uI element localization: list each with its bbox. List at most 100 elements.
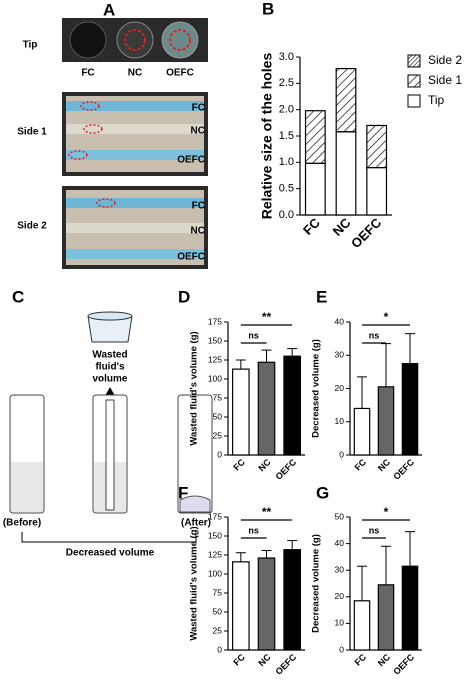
- y-tick-label: 0: [339, 449, 344, 459]
- legend-swatch: [407, 74, 421, 88]
- x-tick-label: OEFC: [274, 652, 299, 677]
- y-tick-label: 25: [213, 625, 223, 635]
- beaker-top: [87, 311, 133, 321]
- significance-label: ns: [248, 525, 259, 535]
- error-bar: [405, 333, 415, 364]
- y-tick-label: 0.0: [279, 209, 294, 221]
- y-axis-label: Wasted fluid's volume (g): [189, 331, 200, 445]
- legend-swatch: [407, 54, 421, 68]
- error-bar: [381, 545, 391, 585]
- y-tick-label: 50: [335, 511, 345, 521]
- panel-a: A Tip Side 1 Side 2 FC NC OEFC FC NC OEF…: [17, 0, 208, 269]
- chart-e: E Decreased volume (g) 0 10 20 30 40 FC NC OEFC ns…: [311, 287, 422, 482]
- bar-segment: [304, 110, 326, 164]
- photo-label: FC: [192, 103, 205, 114]
- x-tick-label: NC: [330, 215, 354, 239]
- y-tick-label: 125: [208, 549, 222, 559]
- tube: [66, 150, 204, 160]
- diagram-label: (Before): [3, 518, 41, 529]
- y-tick-label: 50: [213, 606, 223, 616]
- error-bar: [235, 359, 246, 370]
- y-tick-label: 10: [335, 618, 345, 628]
- y-axis-label: Decreased volume (g): [311, 534, 322, 633]
- significance-label: ns: [369, 330, 380, 340]
- y-tick-label: 100: [208, 373, 222, 383]
- hole-outline: [80, 101, 100, 111]
- y-tick-label: 2.5: [279, 77, 294, 89]
- arrow-head: [105, 387, 115, 396]
- bar: [353, 600, 371, 651]
- y-tick-label: 3.0: [279, 51, 294, 63]
- bracket: [21, 532, 197, 543]
- x-tick-label: FC: [353, 457, 369, 473]
- x-tick-label: OEFC: [274, 457, 299, 482]
- y-tick-label: 175: [208, 511, 222, 521]
- y-tick-label: 40: [335, 316, 345, 326]
- photo-label: NC: [191, 126, 205, 137]
- x-tick-label: NC: [256, 457, 273, 474]
- y-tick-label: 20: [335, 383, 345, 393]
- photo-tip-cap: [116, 21, 154, 59]
- x-tick-label: FC: [231, 652, 247, 668]
- hole-outline: [68, 150, 88, 160]
- bar: [232, 561, 250, 651]
- bar: [401, 565, 419, 651]
- tube: [66, 198, 204, 208]
- y-tick-label: 50: [213, 411, 223, 421]
- error-bar: [287, 348, 298, 357]
- y-tick-label: 0: [339, 644, 344, 654]
- hole-outline: [124, 29, 146, 51]
- bar: [283, 549, 301, 651]
- significance-label: **: [262, 310, 272, 324]
- y-tick-label: 150: [208, 335, 222, 345]
- x-tick-label: OEFC: [391, 652, 416, 677]
- row-label: Side 2: [17, 221, 47, 232]
- x-tick-label: FC: [300, 215, 323, 238]
- y-tick-label: 2.0: [279, 104, 294, 116]
- panel-letter: A: [103, 0, 115, 19]
- bar-segment: [335, 67, 357, 133]
- photo-label: NC: [128, 68, 142, 79]
- photo-label: NC: [191, 226, 205, 237]
- bar: [353, 407, 371, 456]
- x-tick-label: OEFC: [391, 457, 416, 482]
- significance-label: **: [262, 505, 272, 519]
- photo-label: FC: [192, 201, 205, 212]
- y-tick-label: 0: [217, 449, 222, 459]
- y-axis-label: Relative size of the holes: [259, 53, 275, 220]
- chart-g: G Decreased volume (g) 0 10 20 30 40 50 FC NC OEFC…: [311, 483, 422, 677]
- tube: [66, 249, 204, 259]
- significance-label: ns: [369, 525, 380, 535]
- bar-segment: [366, 124, 388, 169]
- bar: [232, 368, 250, 456]
- y-tick-label: 100: [208, 568, 222, 578]
- panel-letter: C: [12, 287, 24, 306]
- x-tick-label: OEFC: [348, 215, 385, 252]
- fluid: [11, 462, 43, 512]
- diagram-label: (After): [181, 518, 211, 529]
- error-bar: [261, 349, 272, 363]
- probe: [105, 399, 115, 511]
- error-bar: [261, 549, 272, 559]
- photo-label: FC: [81, 68, 94, 79]
- bar-segment: [366, 167, 388, 216]
- bar-segment: [335, 131, 357, 216]
- hole-outline: [83, 124, 103, 134]
- row-label: Tip: [23, 40, 38, 51]
- legend-label: Side 2: [428, 53, 462, 67]
- x-tick-label: NC: [376, 652, 393, 669]
- error-bar: [405, 531, 415, 567]
- photo-label: OEFC: [177, 252, 205, 263]
- photo-tip-cap: [69, 21, 107, 59]
- y-tick-label: 0.5: [279, 183, 294, 195]
- error-bar: [287, 540, 298, 550]
- y-tick-label: 1.5: [279, 130, 294, 142]
- diagram-label: fluid's: [95, 362, 124, 373]
- y-tick-label: 30: [335, 350, 345, 360]
- diagram-label: volume: [92, 374, 127, 385]
- panel-letter: B: [262, 0, 274, 18]
- beaker: [87, 315, 133, 343]
- x-tick-label: FC: [231, 457, 247, 473]
- hole-outline: [169, 29, 191, 51]
- bar: [377, 386, 395, 456]
